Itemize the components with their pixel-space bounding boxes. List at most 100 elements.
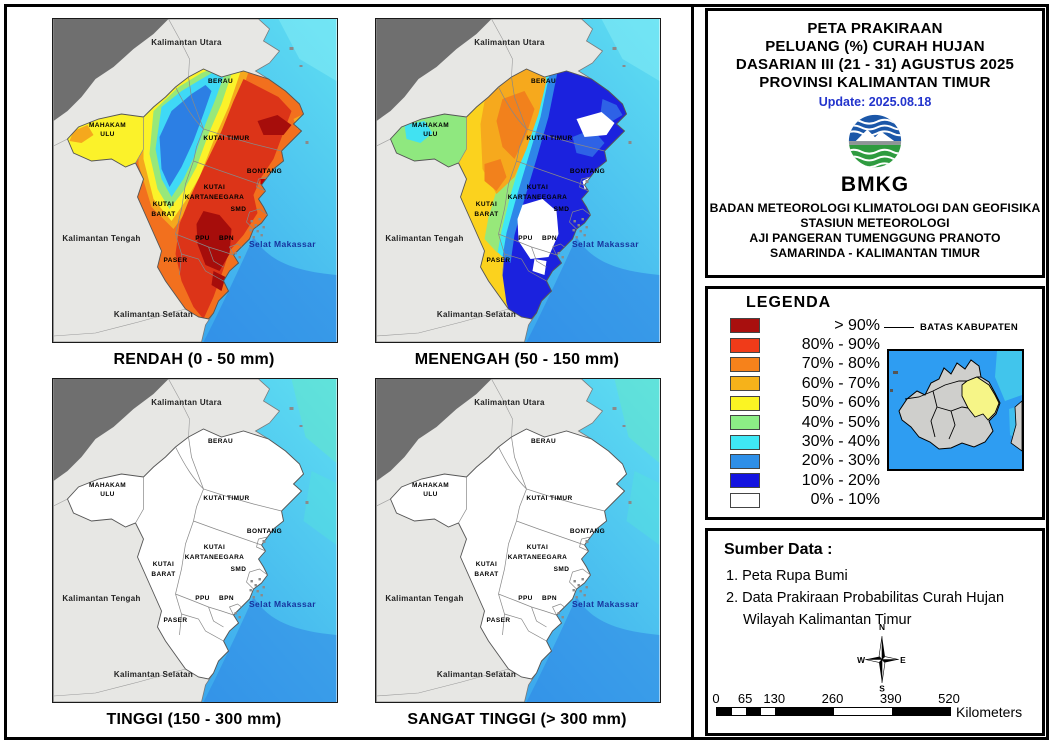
svg-text:Kalimantan Utara: Kalimantan Utara	[151, 398, 222, 407]
boundary-line-icon	[884, 327, 914, 328]
legend-entry: 50% - 60%	[730, 394, 880, 413]
svg-text:MAHAKAM: MAHAKAM	[412, 122, 449, 129]
legend-panel: LEGENDA > 90% 80% - 90% 70% - 80% 60% - …	[705, 286, 1045, 520]
svg-text:Kalimantan Tengah: Kalimantan Tengah	[385, 234, 463, 243]
svg-text:BONTANG: BONTANG	[570, 168, 605, 175]
compass-e: E	[900, 655, 906, 665]
source-item: Wilayah Kalimantan Timur	[743, 612, 912, 628]
svg-text:MAHAKAM: MAHAKAM	[89, 122, 126, 129]
legend-entry-label: 70% - 80%	[801, 355, 880, 373]
svg-text:BPN: BPN	[219, 235, 234, 242]
borneo-inset-map	[887, 349, 1024, 471]
scale-unit: Kilometers	[956, 704, 1023, 720]
svg-text:PPU: PPU	[195, 595, 210, 602]
map-canvas: Kalimantan Utara BERAU MAHAKAM ULU KUTAI TIM…	[375, 378, 661, 703]
title-panel: PETA PRAKIRAAN PELUANG (%) CURAH HUJAN DAS…	[705, 8, 1045, 278]
svg-text:KARTANEEGARA: KARTANEEGARA	[508, 554, 568, 561]
legend-color-swatch	[730, 492, 760, 508]
legend-color-swatch	[730, 356, 760, 372]
scale-tick-labels: 0 65 130 260 390 520	[712, 691, 959, 706]
svg-text:Kalimantan Selatan: Kalimantan Selatan	[437, 310, 516, 319]
scale-bar-graphic	[716, 707, 951, 716]
svg-text:Kalimantan Selatan: Kalimantan Selatan	[114, 310, 193, 319]
legend-entry-label: 40% - 50%	[801, 413, 880, 431]
map-title: PETA PRAKIRAAN PELUANG (%) CURAH HUJAN DAS…	[708, 20, 1042, 92]
svg-text:KUTAI TIMUR: KUTAI TIMUR	[203, 135, 249, 142]
svg-text:BARAT: BARAT	[151, 571, 175, 578]
legend-color-swatch	[730, 453, 760, 469]
source-panel: Sumber Data : 1. Peta Rupa Bumi 2. Data P…	[705, 528, 1045, 736]
scale-segment	[760, 708, 776, 715]
legend-entry-label: 0% - 10%	[810, 491, 880, 509]
title-line: PELUANG (%) CURAH HUJAN	[765, 38, 985, 55]
svg-text:KUTAI TIMUR: KUTAI TIMUR	[526, 135, 572, 142]
svg-text:PASER: PASER	[487, 257, 511, 264]
svg-text:BPN: BPN	[542, 235, 557, 242]
source-item: 1. Peta Rupa Bumi	[726, 568, 848, 584]
svg-text:BONTANG: BONTANG	[570, 528, 605, 535]
svg-text:ULU: ULU	[100, 131, 115, 138]
legend-color-swatch	[730, 337, 760, 353]
legend-color-swatch	[730, 415, 760, 431]
scale-segment	[746, 708, 761, 715]
page-border	[4, 4, 1049, 740]
svg-text:BARAT: BARAT	[474, 571, 498, 578]
panel-divider	[691, 4, 694, 740]
svg-text:PASER: PASER	[164, 617, 188, 624]
svg-text:SMD: SMD	[554, 206, 570, 213]
svg-text:KARTANEEGARA: KARTANEEGARA	[185, 194, 245, 201]
svg-text:MAHAKAM: MAHAKAM	[412, 482, 449, 489]
svg-text:Kalimantan Utara: Kalimantan Utara	[474, 398, 545, 407]
svg-text:Selat Makassar: Selat Makassar	[572, 599, 639, 609]
svg-text:KARTANEEGARA: KARTANEEGARA	[508, 194, 568, 201]
svg-text:BERAU: BERAU	[208, 438, 233, 445]
map-caption: SANGAT TINGGI (> 300 mm)	[407, 711, 627, 728]
svg-text:KARTANEEGARA: KARTANEEGARA	[185, 554, 245, 561]
svg-text:Selat Makassar: Selat Makassar	[572, 239, 639, 249]
scale-segment	[775, 708, 834, 715]
bmkg-logo-icon	[708, 113, 1042, 173]
compass-s: S	[879, 683, 885, 693]
svg-text:BPN: BPN	[542, 595, 557, 602]
bmkg-logo-text: BMKG	[840, 173, 910, 196]
scale-segment	[891, 708, 950, 715]
scale-bar: 0 65 130 260 390 520 Kilometers	[712, 691, 1036, 720]
map-caption: RENDAH (0 - 50 mm)	[113, 351, 275, 368]
svg-text:MAHAKAM: MAHAKAM	[89, 482, 126, 489]
scale-tick: 390	[879, 691, 902, 706]
svg-text:BARAT: BARAT	[474, 211, 498, 218]
map-canvas: Kalimantan Utara BERAU MAHAKAM ULU KUTAI TIM…	[52, 18, 338, 343]
svg-text:PPU: PPU	[195, 235, 210, 242]
update-date: Update: 2025.08.18	[818, 95, 932, 109]
source-item: 2. Data Prakiraan Probabilitas Curah Huj…	[726, 590, 1005, 606]
source-list: 1. Peta Rupa Bumi 2. Data Prakiraan Proba…	[726, 565, 1042, 631]
svg-text:Kalimantan Selatan: Kalimantan Selatan	[114, 670, 193, 679]
agency-line: STASIUN METEOROLOGI	[800, 216, 950, 230]
map-panel-1: Kalimantan Utara BERAU MAHAKAM ULU KUTAI TIM…	[52, 18, 338, 369]
source-heading: Sumber Data :	[724, 541, 833, 558]
legend-entry-label: 20% - 30%	[801, 452, 880, 470]
svg-text:KUTAI TIMUR: KUTAI TIMUR	[526, 495, 572, 502]
svg-text:PPU: PPU	[518, 235, 533, 242]
svg-text:PPU: PPU	[518, 595, 533, 602]
legend-color-swatch	[730, 434, 760, 450]
legend-title: LEGENDA	[746, 294, 832, 311]
svg-text:SMD: SMD	[231, 206, 247, 213]
legend-entry-label: 80% - 90%	[801, 336, 880, 354]
legend-entry: 10% - 20%	[730, 471, 880, 490]
compass-rose-icon: N W E S	[856, 621, 908, 693]
agency-line: BADAN METEOROLOGI KLIMATOLOGI DAN GEOFIS…	[709, 201, 1041, 215]
legend-entry: 20% - 30%	[730, 452, 880, 471]
scale-segment	[833, 708, 892, 715]
map-panel-3: Kalimantan Utara BERAU MAHAKAM ULU KUTAI TIM…	[52, 378, 338, 729]
svg-text:Kalimantan Tengah: Kalimantan Tengah	[385, 594, 463, 603]
legend-entries: > 90% 80% - 90% 70% - 80% 60% - 70% 50% …	[730, 316, 880, 510]
svg-text:KUTAI: KUTAI	[476, 561, 497, 568]
legend-entry-label: 10% - 20%	[801, 471, 880, 489]
legend-entry-label: 60% - 70%	[801, 374, 880, 392]
legend-entry: 0% - 10%	[730, 491, 880, 510]
map-canvas: Kalimantan Utara BERAU MAHAKAM ULU KUTAI TIM…	[52, 378, 338, 703]
title-line: DASARIAN III (21 - 31) AGUSTUS 2025	[735, 56, 1015, 73]
legend-entry: 30% - 40%	[730, 432, 880, 451]
map-panel-4: Kalimantan Utara BERAU MAHAKAM ULU KUTAI TIM…	[375, 378, 661, 729]
